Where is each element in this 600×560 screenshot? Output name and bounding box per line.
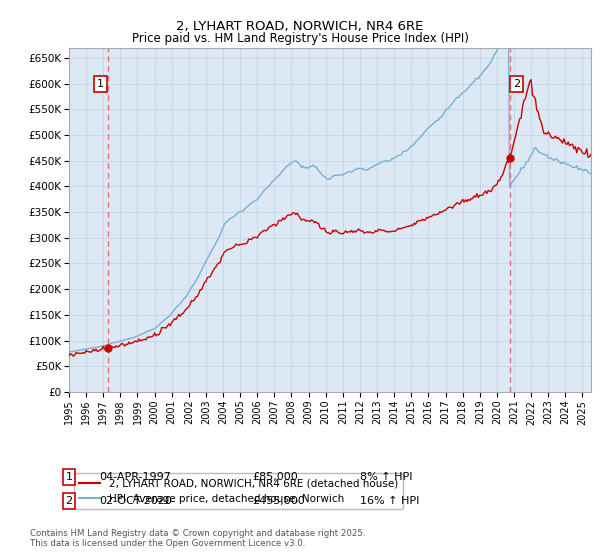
Text: 2: 2 — [65, 496, 73, 506]
Text: Contains HM Land Registry data © Crown copyright and database right 2025.
This d: Contains HM Land Registry data © Crown c… — [30, 529, 365, 548]
Text: 02-OCT-2020: 02-OCT-2020 — [99, 496, 172, 506]
Text: 1: 1 — [65, 472, 73, 482]
Text: 8% ↑ HPI: 8% ↑ HPI — [360, 472, 413, 482]
Text: 2, LYHART ROAD, NORWICH, NR4 6RE: 2, LYHART ROAD, NORWICH, NR4 6RE — [176, 20, 424, 32]
Text: £455,000: £455,000 — [252, 496, 305, 506]
Text: 16% ↑ HPI: 16% ↑ HPI — [360, 496, 419, 506]
Legend: 2, LYHART ROAD, NORWICH, NR4 6RE (detached house), HPI: Average price, detached : 2, LYHART ROAD, NORWICH, NR4 6RE (detach… — [74, 473, 403, 509]
Text: 04-APR-1997: 04-APR-1997 — [99, 472, 171, 482]
Text: £85,000: £85,000 — [252, 472, 298, 482]
Text: 2: 2 — [513, 79, 520, 89]
Text: Price paid vs. HM Land Registry's House Price Index (HPI): Price paid vs. HM Land Registry's House … — [131, 32, 469, 45]
Text: 1: 1 — [97, 79, 104, 89]
